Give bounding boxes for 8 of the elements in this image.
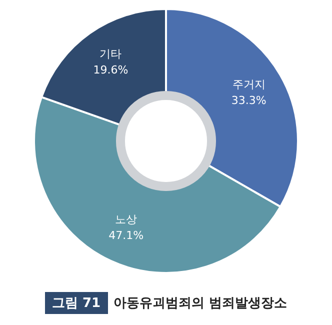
slice-label: 노상 xyxy=(115,212,138,226)
slice-label: 기타 xyxy=(100,48,122,61)
text: 아동유괴범죄의 범죄발생장소 xyxy=(114,296,288,311)
data-label: 33.3% xyxy=(231,94,266,107)
data-label: 47.1% xyxy=(108,228,144,242)
data-label: 19.6% xyxy=(93,64,128,77)
caption: 그림 71 xyxy=(44,292,108,314)
slice-label: 주거지 xyxy=(232,78,266,91)
